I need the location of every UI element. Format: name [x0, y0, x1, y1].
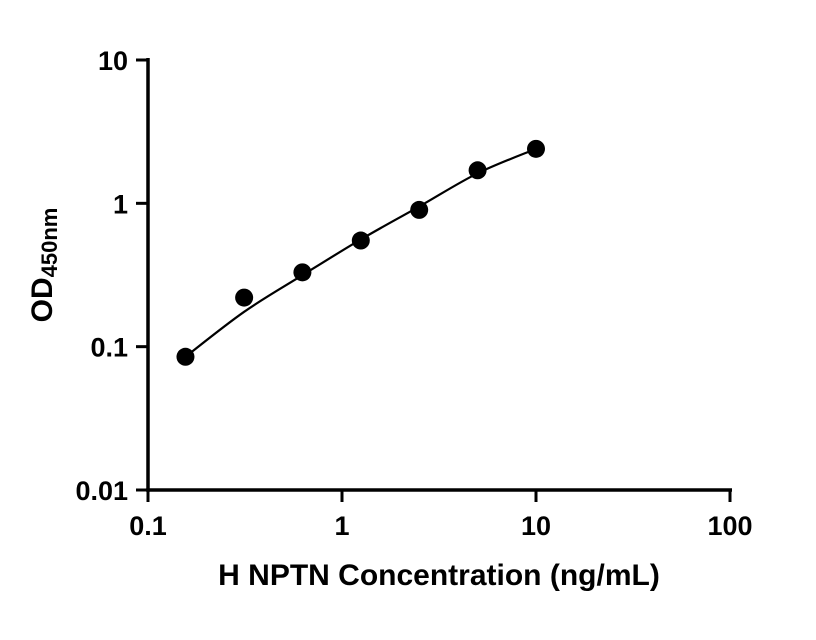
data-point — [235, 288, 254, 307]
x-tick-label: 0.1 — [129, 511, 167, 541]
data-point — [293, 263, 312, 282]
y-axis-title: OD450nm — [26, 208, 62, 323]
y-tick-label: 0.01 — [75, 476, 128, 506]
x-tick-label: 100 — [707, 511, 752, 541]
y-tick-label: 0.1 — [90, 333, 128, 363]
y-tick-label: 1 — [113, 189, 128, 219]
data-point — [351, 231, 370, 250]
data-point — [410, 200, 429, 219]
x-tick-label: 10 — [521, 511, 551, 541]
x-tick-label: 1 — [334, 511, 349, 541]
data-point — [176, 347, 195, 366]
fit-curve — [184, 147, 538, 358]
data-point — [468, 161, 487, 180]
x-axis-title: H NPTN Concentration (ng/mL) — [218, 559, 660, 592]
data-point — [527, 139, 545, 158]
y-tick-label: 10 — [98, 46, 128, 76]
